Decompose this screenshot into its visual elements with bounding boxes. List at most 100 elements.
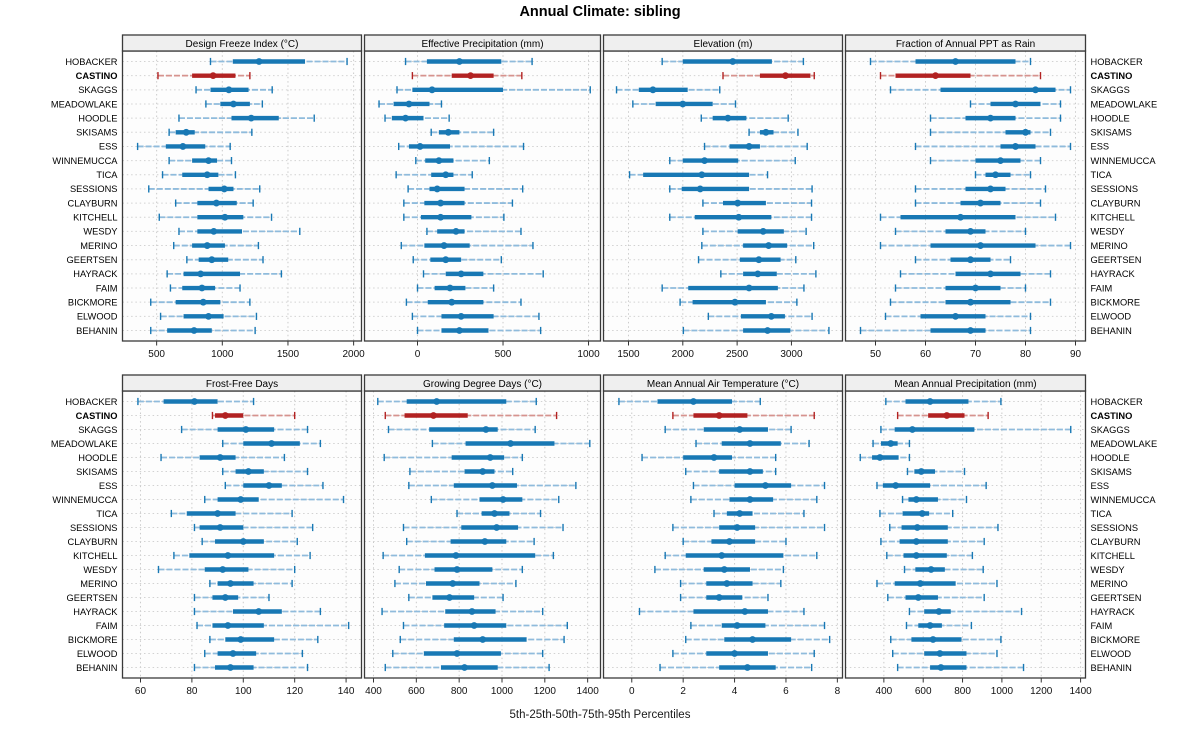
percentile-interval-geertsen — [186, 256, 264, 264]
percentile-interval-kitchell — [403, 213, 505, 221]
median-dot — [491, 510, 498, 517]
median-dot — [724, 114, 732, 122]
percentile-interval-wesdy — [903, 565, 984, 574]
median-dot — [701, 157, 708, 165]
median-dot — [237, 496, 245, 503]
median-dot — [710, 454, 718, 461]
median-dot — [437, 199, 445, 207]
median-dot — [762, 128, 770, 136]
median-dot — [729, 58, 737, 65]
panel: 0 500 1000 Effective Precipitation (mm) — [363, 34, 602, 360]
percentile-interval-bickmore — [679, 298, 798, 306]
station-label-right: KITCHELL — [1091, 551, 1135, 561]
axis-tick-label: 1000 — [211, 349, 234, 360]
median-dot — [720, 566, 728, 573]
median-dot — [887, 440, 895, 447]
station-label-right: SESSIONS — [1091, 184, 1139, 194]
station-label-right: WESDY — [1091, 565, 1125, 575]
panel-background — [845, 51, 1086, 341]
median-dot — [430, 412, 437, 419]
percentile-interval-sessions — [672, 523, 826, 532]
percentile-interval-tica — [713, 509, 805, 518]
median-dot — [715, 594, 723, 601]
axis-tick-label: 1200 — [1030, 686, 1053, 697]
axis-tick-label: 500 — [495, 349, 512, 360]
axis-tick-label: 600 — [915, 686, 932, 697]
axis-tick-label: 6 — [783, 686, 789, 697]
percentile-interval-clayburn — [403, 199, 514, 207]
percentile-interval-sessions — [193, 523, 314, 532]
median-dot — [764, 327, 771, 334]
panel: 1500 2000 2500 3000 Elevation (m) — [602, 34, 844, 360]
percentile-interval-kitchell — [879, 213, 1057, 221]
station-label-right: HOODLE — [1091, 113, 1130, 123]
median-dot — [449, 580, 457, 587]
percentile-interval-skaggs — [387, 425, 536, 434]
station-label-left: HOODLE — [78, 113, 117, 123]
median-dot — [1012, 100, 1019, 108]
station-label-left: SKAGGS — [78, 425, 117, 435]
percentile-interval-castino — [672, 411, 815, 420]
percentile-interval-ess — [914, 142, 1072, 151]
page-title: Annual Climate: sibling — [519, 4, 681, 20]
percentile-interval-elwood — [884, 312, 1032, 320]
median-dot — [225, 86, 233, 94]
percentile-interval-hayrack — [193, 607, 322, 616]
percentile-interval-winnemucca — [168, 157, 233, 165]
station-label-left: BICKMORE — [68, 635, 118, 645]
median-dot — [208, 256, 216, 264]
strip-title: Fraction of Annual PPT as Rain — [896, 39, 1035, 50]
median-dot — [216, 454, 224, 461]
station-label-right: TICA — [1091, 170, 1113, 180]
percentile-interval-clayburn — [914, 199, 1042, 207]
percentile-interval-merino — [209, 579, 293, 588]
station-label-left: MEADOWLAKE — [51, 99, 118, 109]
station-label-left: MEADOWLAKE — [51, 439, 118, 449]
percentile-interval-meadowlake — [632, 100, 737, 108]
percentile-interval-behanin — [659, 663, 813, 672]
percentile-interval-winnemucca — [430, 495, 560, 504]
percentile-interval-behanin — [896, 663, 1025, 672]
percentile-interval-skisams — [748, 128, 799, 136]
percentile-interval-merino — [876, 579, 998, 588]
percentile-interval-castino — [157, 72, 251, 80]
axis-tick-label: 800 — [954, 686, 971, 697]
percentile-interval-faim — [402, 621, 569, 630]
percentile-interval-wesdy — [157, 565, 296, 574]
station-label-right: SKISAMS — [1091, 467, 1132, 477]
station-label-right: WINNEMUCCA — [1091, 156, 1157, 166]
percentile-interval-hoodle — [700, 114, 789, 122]
percentile-interval-elwood — [411, 312, 540, 320]
axis-tick-label: 1500 — [617, 349, 640, 360]
axis-tick-label: 140 — [338, 686, 355, 697]
percentile-interval-castino — [722, 72, 815, 80]
median-dot — [433, 185, 441, 193]
median-dot — [242, 426, 250, 433]
panel-background — [845, 391, 1086, 678]
median-dot — [493, 524, 501, 531]
median-dot — [255, 608, 263, 615]
station-label-right: SKISAMS — [1091, 128, 1132, 138]
median-dot — [746, 468, 754, 475]
percentile-interval-hobacker — [209, 57, 348, 66]
percentile-interval-hayrack — [720, 270, 817, 278]
axis-tick-label: 1400 — [1069, 686, 1092, 697]
percentile-interval-elwood — [707, 312, 813, 320]
percentile-interval-hoodle — [641, 453, 777, 462]
percentile-interval-meadowlake — [205, 100, 264, 108]
median-dot — [452, 227, 460, 235]
percentile-interval-winnemucca — [204, 495, 345, 504]
axis-tick-label: 120 — [286, 686, 303, 697]
median-dot — [715, 412, 723, 419]
strip-title: Frost-Free Days — [206, 379, 278, 390]
percentile-interval-meadowlake — [222, 439, 322, 448]
percentile-interval-elwood — [159, 312, 258, 320]
panel-background — [364, 391, 601, 678]
percentile-interval-hayrack — [381, 607, 544, 616]
percentile-interval-faim — [905, 621, 973, 630]
axis-tick-label: 1000 — [991, 686, 1014, 697]
median-dot — [440, 242, 448, 249]
strip-header — [844, 374, 1087, 392]
median-dot — [448, 298, 456, 306]
percentile-interval-skaggs — [195, 86, 273, 94]
